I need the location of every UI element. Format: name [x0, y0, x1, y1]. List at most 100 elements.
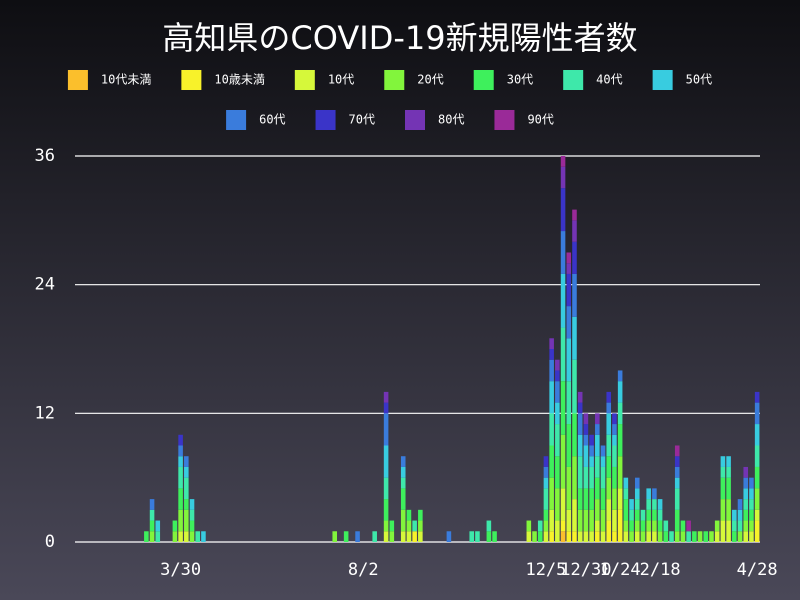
bar-segment [743, 499, 749, 510]
bar-segment [749, 520, 754, 532]
bar-segment [652, 509, 657, 521]
bar-segment [400, 477, 406, 489]
bar-segment [560, 273, 566, 328]
bar-segment [543, 509, 549, 521]
bar-segment [526, 520, 532, 532]
bar-segment [589, 445, 594, 457]
legend-label: 40代 [596, 73, 622, 87]
legend-label: 60代 [259, 113, 285, 127]
bar-segment [600, 531, 606, 542]
bar-segment [754, 509, 760, 521]
bar-segment [657, 499, 663, 510]
bar-segment [372, 531, 377, 542]
legend-swatch [315, 110, 336, 130]
bar-segment [663, 531, 669, 542]
bar-segment [600, 456, 606, 467]
bar-segment [572, 209, 577, 221]
bar-segment [732, 520, 737, 532]
bar-segment [566, 531, 572, 542]
legend-swatch [294, 70, 315, 90]
bar-segment [566, 252, 572, 264]
bar-segment [184, 477, 189, 500]
bar-segment [617, 424, 623, 457]
bar-segment [720, 466, 726, 478]
bar-segment [595, 424, 600, 435]
bar-segment [600, 445, 606, 457]
bar-segment [606, 477, 612, 500]
bar-segment [606, 499, 612, 521]
bar-segment [646, 499, 651, 510]
bar-segment [589, 509, 594, 532]
legend-label: 70代 [349, 113, 375, 127]
bar-segment [418, 509, 423, 521]
bar-segment [560, 488, 566, 521]
bar-segment [595, 477, 600, 500]
bar-segment [617, 381, 623, 403]
bar-segment [606, 391, 612, 403]
y-tick-label: 0 [45, 532, 55, 552]
bar-segment [526, 531, 532, 542]
bar-segment [343, 531, 349, 542]
legend-swatch [226, 110, 247, 130]
legend-label: 90代 [527, 113, 553, 127]
bar-segment [549, 349, 554, 360]
bar-segment [600, 488, 606, 510]
bar-segment [623, 488, 629, 500]
bar-segment [595, 434, 600, 457]
bar-segment [572, 413, 577, 457]
bar-segment [406, 520, 412, 532]
legend-swatch [181, 70, 202, 90]
bar-segment [572, 456, 577, 500]
bar-segment [549, 445, 554, 478]
bar-segment [629, 499, 634, 510]
bar-segment [543, 488, 549, 510]
bar-segment [737, 531, 743, 542]
bar-segment [617, 402, 623, 425]
bar-segment [652, 488, 657, 500]
bar-segment [612, 488, 617, 510]
bar-segment [743, 520, 749, 532]
bar-segment [612, 509, 617, 532]
bar-segment [583, 509, 589, 532]
bar-segment [566, 466, 572, 510]
y-tick-label: 24 [35, 275, 55, 295]
bar-segment [560, 381, 566, 435]
bar-segment [754, 520, 760, 542]
bar-segment [629, 531, 634, 542]
bar-segment [657, 509, 663, 521]
bar-segment [612, 413, 617, 425]
bar-segment [623, 531, 629, 542]
bar-segment [726, 520, 731, 542]
bar-segment [652, 531, 657, 542]
bar-segment [549, 359, 554, 382]
bar-segment [355, 531, 360, 542]
bar-segment [634, 488, 640, 500]
bar-segment [583, 445, 589, 467]
bar-segment [549, 413, 554, 446]
bar-segment [612, 466, 617, 489]
bar-segment [640, 520, 646, 532]
bar-segment [583, 434, 589, 446]
bar-segment [566, 338, 572, 382]
bar-segment [549, 509, 554, 532]
bar-segment [663, 520, 669, 532]
legend-swatch [494, 110, 515, 130]
legend-label: 80代 [438, 113, 464, 127]
bar-segment [623, 477, 629, 489]
bar-segment [726, 456, 731, 467]
bar-segment [583, 424, 589, 435]
bar-segment [657, 531, 663, 542]
bar-segment [195, 531, 201, 542]
bar-segment [555, 359, 560, 371]
bar-segment [184, 466, 189, 478]
legend-label: 10歳未満 [214, 73, 264, 87]
bar-segment [566, 381, 572, 425]
bar-segment [555, 424, 560, 457]
bar-segment [537, 520, 543, 532]
bar-segment [560, 231, 566, 274]
bar-segment [726, 466, 731, 478]
bar-segment [555, 370, 560, 382]
legend-swatch [67, 70, 88, 90]
